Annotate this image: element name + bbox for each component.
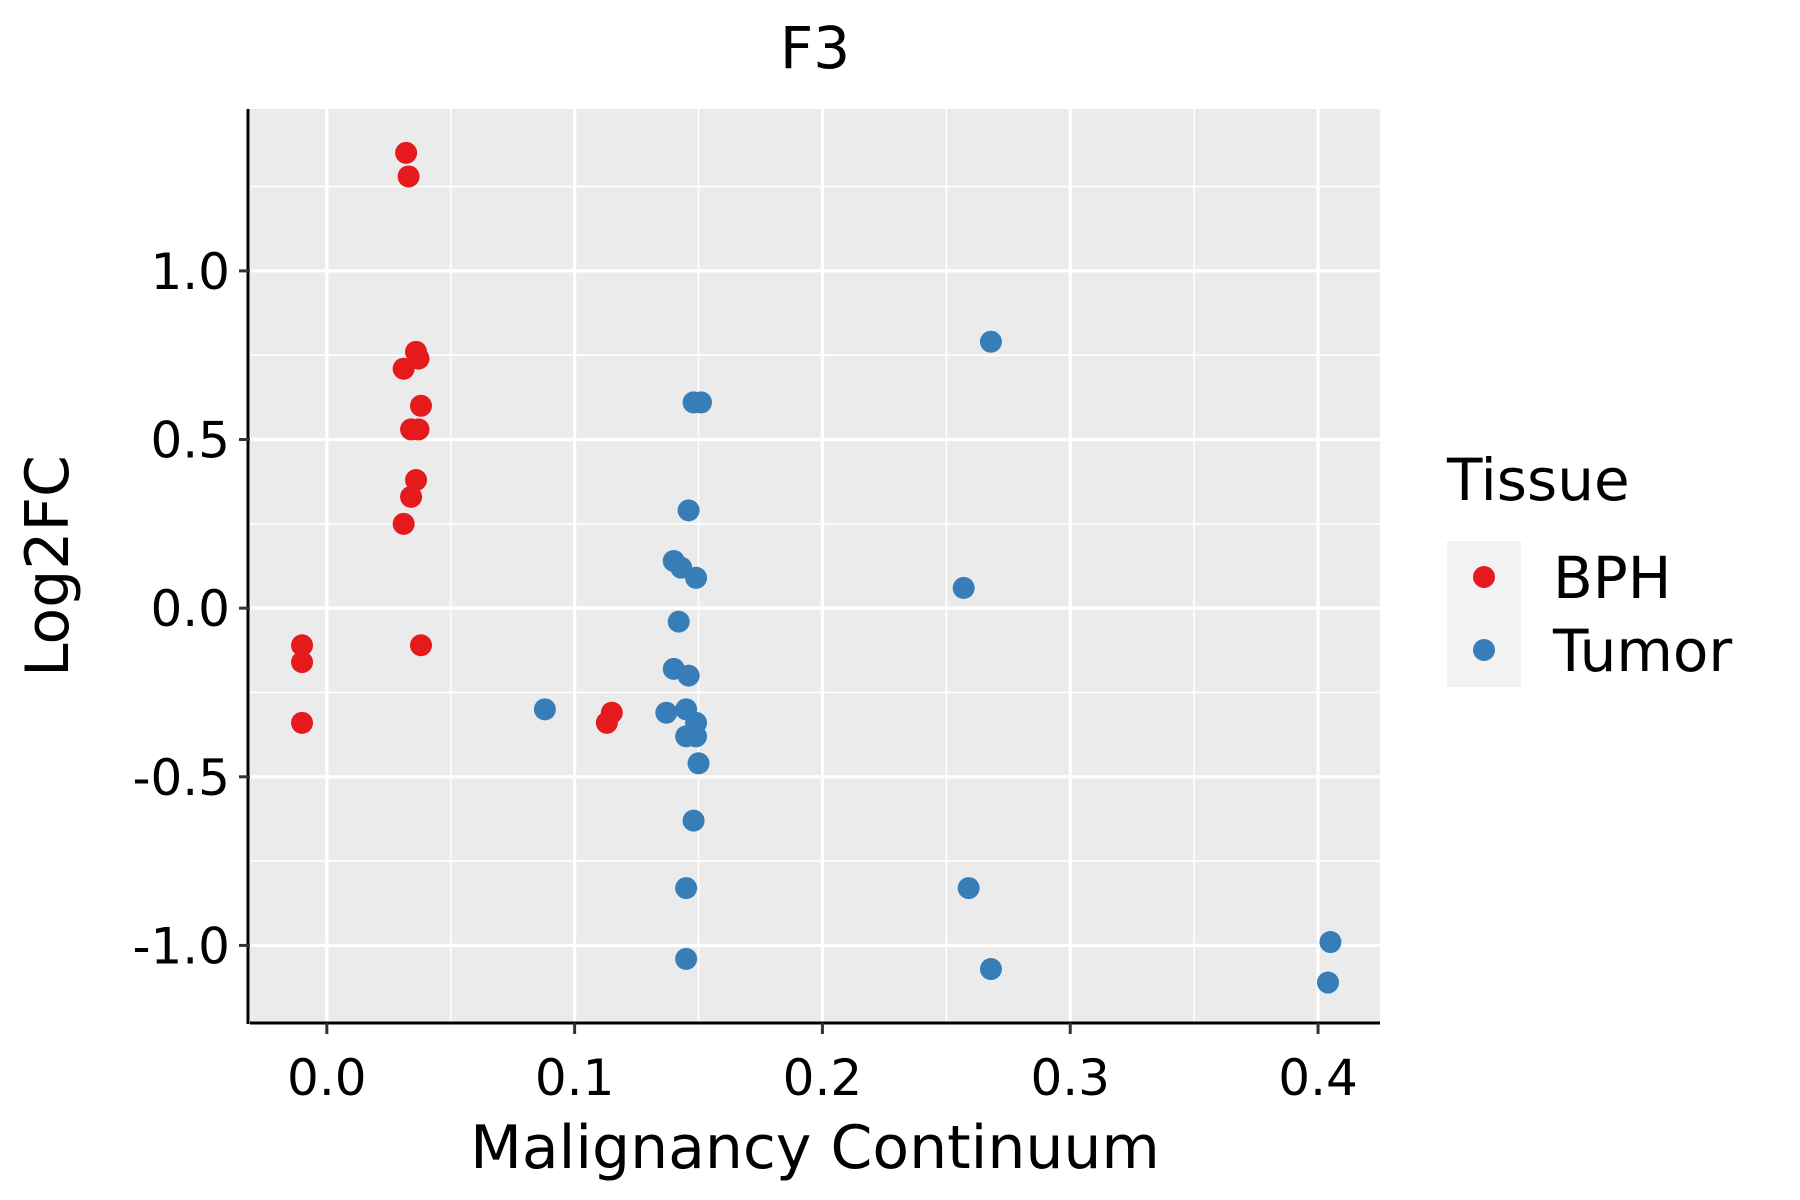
y-axis-ticks: -1.0 -0.5 0.0 0.5 1.0 (132, 243, 250, 975)
x-tick-label: 0.4 (1278, 1049, 1358, 1107)
y-tick-label: 1.0 (150, 243, 230, 301)
y-tick-label: 0.5 (150, 412, 230, 470)
data-point-bph (395, 141, 418, 164)
data-point-bph (392, 357, 415, 380)
data-point-bph (400, 485, 423, 508)
data-point-bph (291, 651, 314, 674)
data-point-bph (291, 634, 314, 657)
chart-title: F3 (780, 14, 850, 82)
data-point-bph (409, 394, 432, 417)
legend-key-background (1447, 541, 1521, 687)
y-tick-label: 0.0 (150, 580, 230, 638)
data-point-tumor (682, 809, 705, 832)
data-point-bph (409, 634, 432, 657)
data-point-tumor (677, 664, 700, 687)
x-tick-label: 0.3 (1030, 1049, 1110, 1107)
data-point-tumor (675, 947, 698, 970)
data-point-bph (595, 711, 618, 734)
data-point-tumor (687, 752, 710, 775)
y-tick-label: -0.5 (132, 749, 230, 807)
legend-key-tumor (1473, 639, 1495, 661)
minor-gridlines (250, 109, 1380, 1023)
y-tick-label: -1.0 (132, 917, 230, 975)
x-tick-label: 0.0 (287, 1049, 367, 1107)
data-point-tumor (685, 566, 708, 589)
data-point-bph (392, 512, 415, 535)
legend-label-tumor: Tumor (1552, 617, 1732, 685)
data-point-bph (291, 711, 314, 734)
data-point-tumor (685, 725, 708, 748)
x-tick-label: 0.2 (783, 1049, 863, 1107)
data-point-tumor (533, 698, 556, 721)
x-axis-title: Malignancy Continuum (470, 1113, 1160, 1183)
data-point-tumor (675, 877, 698, 900)
data-point-tumor (979, 958, 1002, 981)
data-points (291, 141, 1342, 994)
data-point-tumor (979, 330, 1002, 353)
data-point-tumor (667, 610, 690, 633)
data-point-bph (397, 165, 420, 188)
legend-label-bph: BPH (1553, 544, 1671, 612)
data-point-bph (405, 468, 428, 491)
data-point-tumor (677, 499, 700, 522)
data-point-tumor (690, 391, 713, 414)
data-point-tumor (957, 877, 980, 900)
data-point-tumor (952, 576, 975, 599)
x-axis-ticks: 0.0 0.1 0.2 0.3 0.4 (287, 1023, 1358, 1107)
x-tick-label: 0.1 (535, 1049, 615, 1107)
legend-title: Tissue (1446, 446, 1630, 514)
data-point-tumor (1316, 971, 1339, 994)
data-point-tumor (1319, 931, 1342, 954)
y-axis-title: Log2FC (13, 455, 83, 677)
major-gridlines (250, 109, 1380, 1023)
data-point-tumor (655, 701, 678, 724)
data-point-bph (407, 418, 430, 441)
legend-key-bph (1473, 566, 1495, 588)
plot-panel (250, 109, 1380, 1023)
legend: Tissue BPH Tumor (1446, 446, 1732, 687)
